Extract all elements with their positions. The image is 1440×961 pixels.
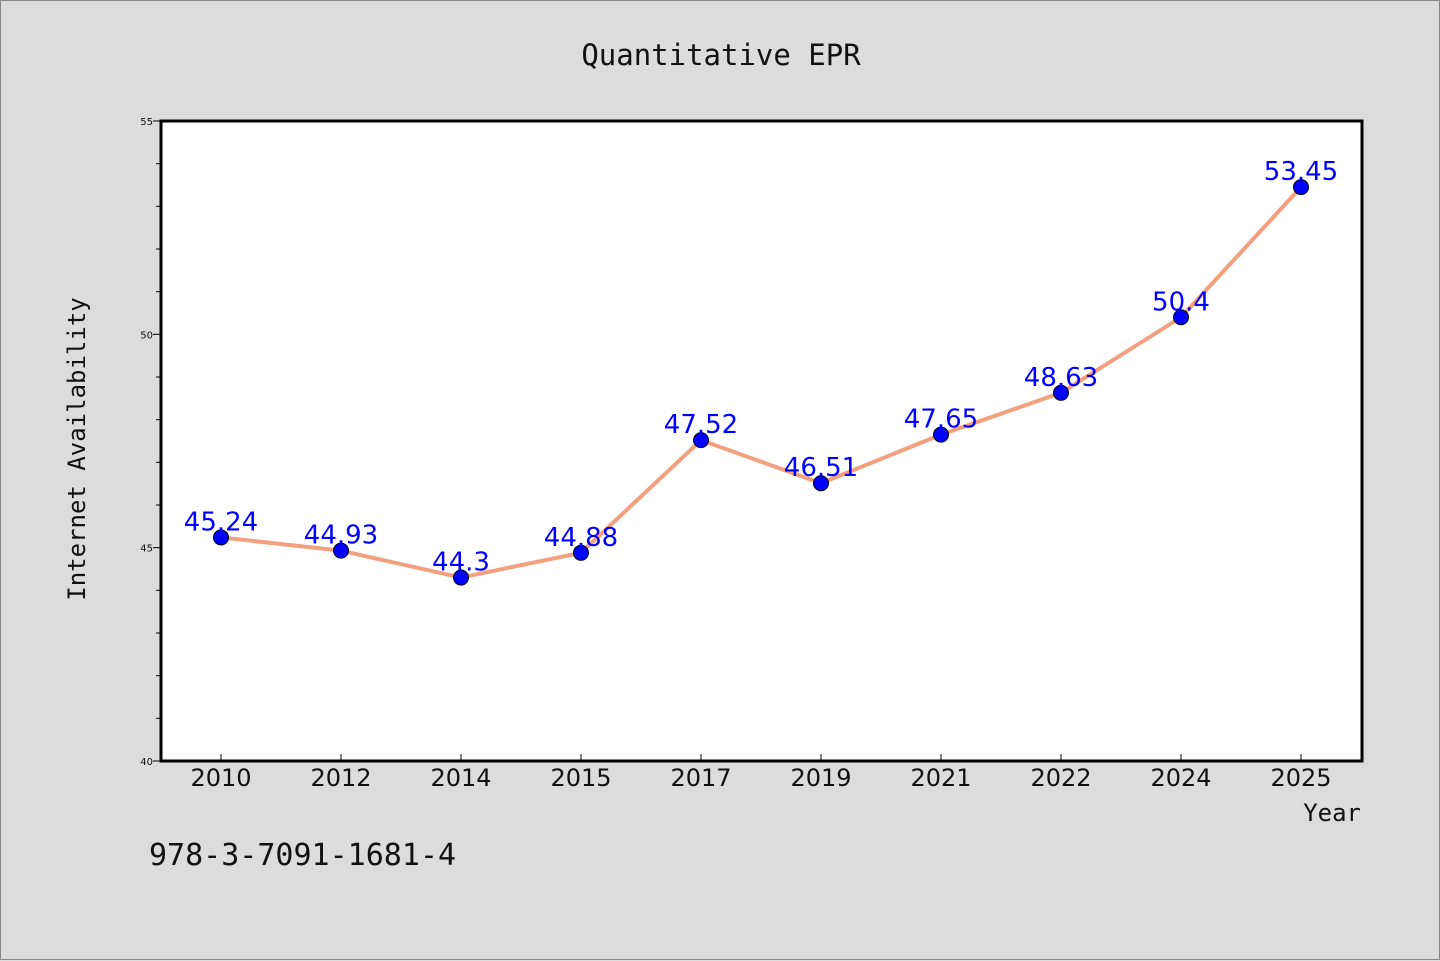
isbn-text: 978-3-7091-1681-4	[149, 838, 456, 873]
data-label: 47.52	[664, 410, 738, 440]
series-line	[220, 185, 1303, 580]
data-point	[213, 529, 229, 546]
data-label: 47.65	[904, 405, 978, 435]
data-label: 44.3	[432, 548, 490, 578]
x-tick-label: 2021	[910, 764, 971, 792]
x-axis-label: Year	[1303, 799, 1361, 827]
x-tick-label: 2015	[550, 764, 611, 792]
data-point	[1293, 179, 1309, 196]
x-tick-label: 2014	[430, 764, 491, 792]
chart-title: Quantitative EPR	[581, 38, 861, 72]
data-point	[813, 475, 829, 492]
data-label: 45.24	[184, 507, 258, 537]
data-label: 44.88	[544, 523, 618, 553]
x-tick-label: 2022	[1030, 764, 1091, 792]
y-tick-label: 40	[140, 757, 153, 768]
plot-area	[159, 119, 1364, 763]
x-tick-label: 2017	[670, 764, 731, 792]
x-axis: 2010 2012 2014 2015 2017 2019 2021 2022 2024 2025	[190, 754, 1332, 792]
data-point	[333, 542, 349, 559]
x-tick-label: 2012	[310, 764, 371, 792]
data-label: 53.45	[1264, 157, 1338, 187]
x-tick-label: 2010	[190, 764, 251, 792]
y-tick-label: 50	[140, 330, 153, 341]
data-label: 46.51	[784, 453, 858, 483]
x-tick-label: 2025	[1270, 764, 1331, 792]
data-labels: 45.24 44.93 44.3 44.88 47.52 46.51 47.65 48.63 5…	[184, 157, 1338, 577]
data-point	[1173, 309, 1189, 326]
x-tick-label: 2024	[1150, 764, 1211, 792]
y-axis-label: Internet Availability	[63, 297, 91, 600]
data-point	[933, 426, 949, 443]
y-tick-label: 55	[140, 117, 153, 128]
data-point	[1053, 384, 1069, 401]
data-point	[693, 432, 709, 449]
series-markers	[213, 179, 1309, 586]
data-label: 50.4	[1152, 287, 1210, 317]
y-tick-label: 45	[140, 544, 153, 555]
data-label: 44.93	[304, 521, 378, 551]
data-point	[453, 569, 469, 586]
x-tick-label: 2019	[790, 764, 851, 792]
data-label: 48.63	[1024, 363, 1098, 393]
y-axis: 40 45 50 55	[140, 117, 161, 768]
data-point	[573, 544, 589, 561]
